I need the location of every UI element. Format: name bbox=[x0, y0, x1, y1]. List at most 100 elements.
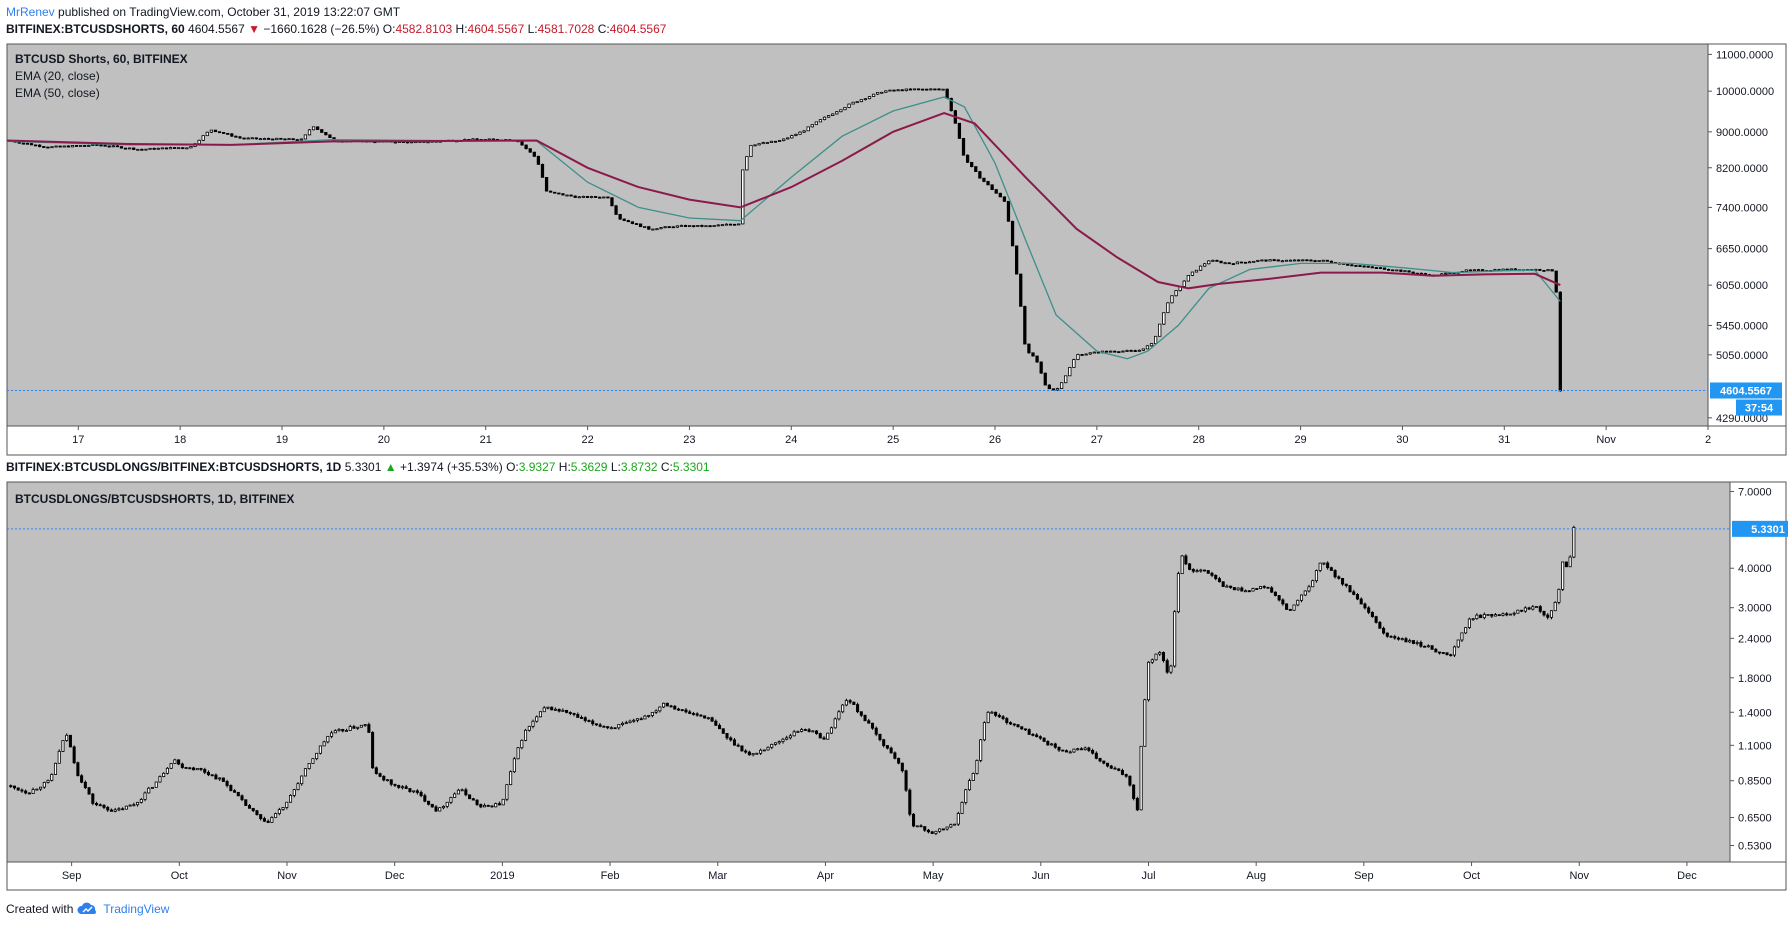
candle-body bbox=[1128, 775, 1132, 786]
candle-body bbox=[964, 789, 968, 803]
candle-body bbox=[1313, 260, 1317, 263]
candle-body bbox=[307, 763, 311, 770]
candle-body bbox=[1419, 642, 1423, 647]
pane2-xtick-label: Aug bbox=[1246, 870, 1266, 882]
candle-body bbox=[732, 223, 737, 226]
candle-body bbox=[460, 789, 464, 792]
candle-body bbox=[1276, 259, 1280, 262]
candle-body bbox=[855, 101, 859, 104]
candle-body bbox=[1247, 590, 1251, 593]
candle-body bbox=[884, 90, 888, 93]
candle-body bbox=[960, 802, 964, 814]
pane1-xtick-label: 27 bbox=[1091, 434, 1103, 446]
candle-body bbox=[1038, 736, 1042, 739]
candle-body bbox=[291, 138, 295, 141]
candle-body bbox=[1010, 220, 1015, 247]
pane2-symbol[interactable]: BITFINEX:BTCUSDLONGS/BITFINEX:BTCUSDSHOR… bbox=[6, 460, 342, 474]
candle-body bbox=[1297, 259, 1301, 262]
candle-body bbox=[102, 804, 106, 808]
candle-body bbox=[449, 797, 453, 803]
candle-body bbox=[1035, 734, 1039, 738]
pane2-xtick-label: Jul bbox=[1141, 870, 1155, 882]
candle-body bbox=[822, 737, 826, 740]
candle-body bbox=[1042, 737, 1046, 742]
author-link[interactable]: MrRenev bbox=[6, 5, 55, 19]
candle-body bbox=[1012, 723, 1016, 726]
candle-body bbox=[58, 145, 62, 148]
candle-body bbox=[1121, 350, 1125, 353]
pane1-symbol[interactable]: BITFINEX:BTCUSDSHORTS, 60 bbox=[6, 22, 185, 36]
candle-body bbox=[29, 143, 34, 146]
candle-body bbox=[1158, 323, 1162, 337]
candle-body bbox=[565, 194, 569, 197]
candle-body bbox=[266, 820, 270, 823]
pane1-xtick-label: 26 bbox=[989, 434, 1001, 446]
candle-body bbox=[773, 140, 778, 143]
tradingview-link[interactable]: TradingView bbox=[103, 902, 170, 916]
ema20-legend[interactable]: EMA (20, close) bbox=[15, 69, 100, 83]
candle-body bbox=[841, 704, 845, 713]
candle-body bbox=[31, 789, 35, 794]
candle-body bbox=[622, 218, 626, 221]
candle-body bbox=[796, 730, 800, 733]
candle-body bbox=[888, 89, 892, 92]
candle-body bbox=[1084, 353, 1088, 356]
candle-body bbox=[497, 803, 501, 806]
candle-body bbox=[718, 724, 722, 730]
candle-body bbox=[1326, 562, 1330, 569]
candle-body bbox=[1170, 295, 1174, 304]
candle-body bbox=[1195, 570, 1199, 573]
candle-body bbox=[773, 742, 778, 745]
pane1-legend-title[interactable]: BTCUSD Shorts, 60, BITFINEX bbox=[15, 52, 188, 66]
candle-body bbox=[1264, 259, 1268, 262]
candle-body bbox=[50, 146, 54, 149]
candle-body bbox=[919, 825, 923, 828]
candle-body bbox=[833, 718, 837, 729]
candle-body bbox=[27, 792, 31, 795]
candle-body bbox=[1203, 263, 1207, 267]
candle-body bbox=[970, 161, 974, 168]
candle-body bbox=[271, 138, 275, 141]
candle-body bbox=[1512, 612, 1516, 615]
candle-body bbox=[25, 142, 30, 145]
candle-body bbox=[1546, 614, 1550, 618]
pane2-legend-title[interactable]: BTCUSDLONGS/BTCUSDSHORTS, 1D, BITFINEX bbox=[15, 492, 295, 506]
pane2-price-tag bbox=[1732, 520, 1788, 537]
candle-body bbox=[679, 224, 684, 227]
candle-body bbox=[777, 741, 781, 744]
candle-body bbox=[1031, 734, 1035, 736]
candle-body bbox=[542, 707, 546, 713]
candle-body bbox=[1243, 261, 1248, 264]
candle-body bbox=[1322, 562, 1326, 565]
candle-body bbox=[1382, 267, 1387, 270]
candle-body bbox=[348, 726, 352, 731]
candle-body bbox=[643, 715, 647, 720]
pane2-ytick-label: 1.1000 bbox=[1738, 740, 1772, 752]
candle-body bbox=[1006, 200, 1011, 222]
candle-body bbox=[1367, 607, 1371, 613]
candle-body bbox=[356, 726, 360, 729]
candle-body bbox=[1133, 350, 1137, 352]
pane1-o-label: O: bbox=[382, 22, 396, 36]
pane1-ytick-label: 5050.0000 bbox=[1716, 350, 1768, 362]
pane2-xtick-label: Dec bbox=[385, 870, 405, 882]
candle-body bbox=[1087, 747, 1091, 751]
pane2-c-label: C: bbox=[660, 460, 673, 474]
pane2-ytick-label: 7.0000 bbox=[1738, 486, 1772, 498]
pane2-ytick-label: 0.6500 bbox=[1738, 813, 1772, 825]
candle-body bbox=[1150, 659, 1154, 663]
candle-body bbox=[557, 192, 561, 195]
candle-body bbox=[255, 810, 259, 815]
candle-body bbox=[986, 711, 990, 724]
candle-body bbox=[1252, 260, 1256, 263]
candle-body bbox=[408, 788, 412, 792]
candle-body bbox=[1520, 609, 1524, 612]
candle-body bbox=[1558, 291, 1562, 392]
candle-body bbox=[1064, 375, 1068, 384]
candle-body bbox=[725, 732, 729, 739]
ema50-legend[interactable]: EMA (50, close) bbox=[15, 86, 100, 100]
candle-body bbox=[95, 803, 99, 806]
candle-body bbox=[184, 767, 188, 769]
candle-body bbox=[68, 734, 72, 748]
